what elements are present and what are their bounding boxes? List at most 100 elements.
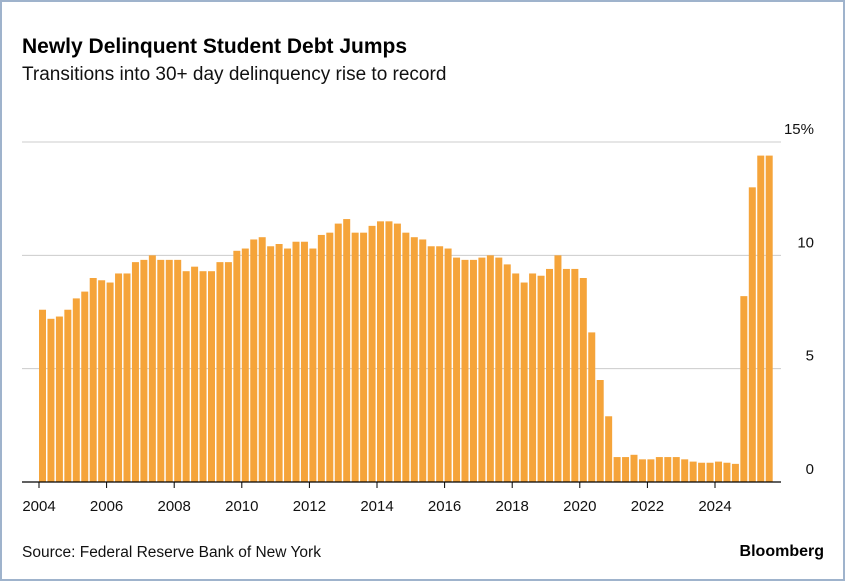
bar bbox=[622, 457, 630, 482]
bar bbox=[47, 318, 55, 482]
x-tick-label: 2004 bbox=[22, 498, 55, 515]
bar bbox=[89, 278, 97, 482]
chart-title: Newly Delinquent Student Debt Jumps bbox=[22, 35, 408, 58]
chart-subtitle: Transitions into 30+ day delinquency ris… bbox=[22, 64, 447, 85]
bar bbox=[385, 221, 393, 483]
bar bbox=[55, 316, 63, 482]
bar bbox=[546, 268, 553, 482]
bar bbox=[605, 416, 613, 482]
bar bbox=[562, 268, 570, 482]
y-tick-label: 10 bbox=[797, 234, 814, 251]
bar bbox=[495, 257, 503, 482]
bar bbox=[723, 462, 731, 482]
bar bbox=[216, 262, 224, 482]
bar bbox=[309, 248, 317, 482]
bar bbox=[292, 241, 300, 482]
bar bbox=[241, 248, 249, 482]
bar bbox=[377, 221, 384, 483]
bar bbox=[571, 268, 579, 482]
x-tick-label: 2022 bbox=[631, 498, 664, 515]
bar bbox=[258, 237, 266, 482]
bar bbox=[731, 463, 739, 482]
bar bbox=[554, 255, 562, 482]
bar bbox=[427, 246, 435, 482]
bar bbox=[512, 273, 520, 482]
bar bbox=[326, 232, 334, 482]
bar bbox=[148, 255, 156, 482]
bar bbox=[596, 380, 604, 482]
bar bbox=[520, 282, 528, 482]
bar bbox=[233, 250, 241, 482]
bloomberg-logo: Bloomberg bbox=[739, 543, 824, 560]
bar bbox=[402, 232, 410, 482]
bar bbox=[250, 239, 258, 482]
y-tick-label: 5 bbox=[806, 348, 814, 365]
x-tick-label: 2014 bbox=[360, 498, 393, 515]
x-tick-label: 2010 bbox=[225, 498, 258, 515]
source-note: Source: Federal Reserve Bank of New York bbox=[22, 544, 321, 561]
bar bbox=[419, 239, 427, 482]
bar bbox=[360, 232, 368, 482]
x-tick-label: 2008 bbox=[158, 498, 191, 515]
bar bbox=[469, 259, 477, 482]
bar bbox=[368, 225, 376, 482]
bar bbox=[157, 259, 165, 482]
bar bbox=[579, 278, 587, 482]
bar bbox=[478, 257, 486, 482]
y-tick-label: 0 bbox=[806, 461, 814, 478]
bar bbox=[72, 298, 80, 482]
bar bbox=[715, 461, 722, 482]
bar bbox=[275, 244, 283, 482]
bar bbox=[123, 273, 131, 482]
bar bbox=[81, 291, 89, 482]
bar bbox=[224, 262, 232, 482]
bar bbox=[317, 234, 325, 482]
bar bbox=[165, 259, 173, 482]
bar bbox=[351, 232, 359, 482]
bar bbox=[444, 248, 452, 482]
bar bbox=[706, 462, 714, 482]
bar bbox=[486, 255, 494, 482]
bar bbox=[436, 246, 444, 482]
bar bbox=[503, 264, 511, 482]
bar bbox=[638, 459, 646, 482]
bar bbox=[343, 219, 351, 483]
bar bbox=[765, 155, 773, 482]
bar bbox=[655, 457, 663, 482]
bar bbox=[191, 266, 199, 482]
bar bbox=[284, 248, 292, 482]
y-tick-label: 15% bbox=[784, 121, 814, 138]
x-tick-label: 2006 bbox=[90, 498, 123, 515]
bar bbox=[681, 459, 689, 482]
bar bbox=[140, 259, 148, 482]
bar bbox=[208, 271, 215, 482]
bar bbox=[664, 457, 672, 482]
bar bbox=[115, 273, 123, 482]
bar bbox=[613, 457, 621, 482]
bar bbox=[300, 241, 308, 482]
bar bbox=[757, 155, 765, 482]
bar bbox=[334, 223, 342, 482]
x-tick-label: 2018 bbox=[496, 498, 529, 515]
bar bbox=[588, 332, 596, 482]
bar bbox=[537, 275, 545, 482]
bar bbox=[698, 462, 706, 482]
x-tick-label: 2012 bbox=[293, 498, 326, 515]
bar bbox=[647, 459, 655, 482]
bar bbox=[410, 237, 418, 482]
x-tick-label: 2024 bbox=[698, 498, 731, 515]
bar bbox=[39, 309, 46, 482]
bar bbox=[131, 262, 139, 482]
bar bbox=[461, 259, 469, 482]
bar bbox=[393, 223, 401, 482]
bar bbox=[174, 259, 182, 482]
bar bbox=[453, 257, 461, 482]
bar bbox=[748, 187, 756, 483]
bar bbox=[672, 457, 680, 482]
bar bbox=[529, 273, 537, 482]
bar bbox=[98, 280, 106, 482]
bar bbox=[267, 246, 275, 482]
x-tick-label: 2016 bbox=[428, 498, 461, 515]
